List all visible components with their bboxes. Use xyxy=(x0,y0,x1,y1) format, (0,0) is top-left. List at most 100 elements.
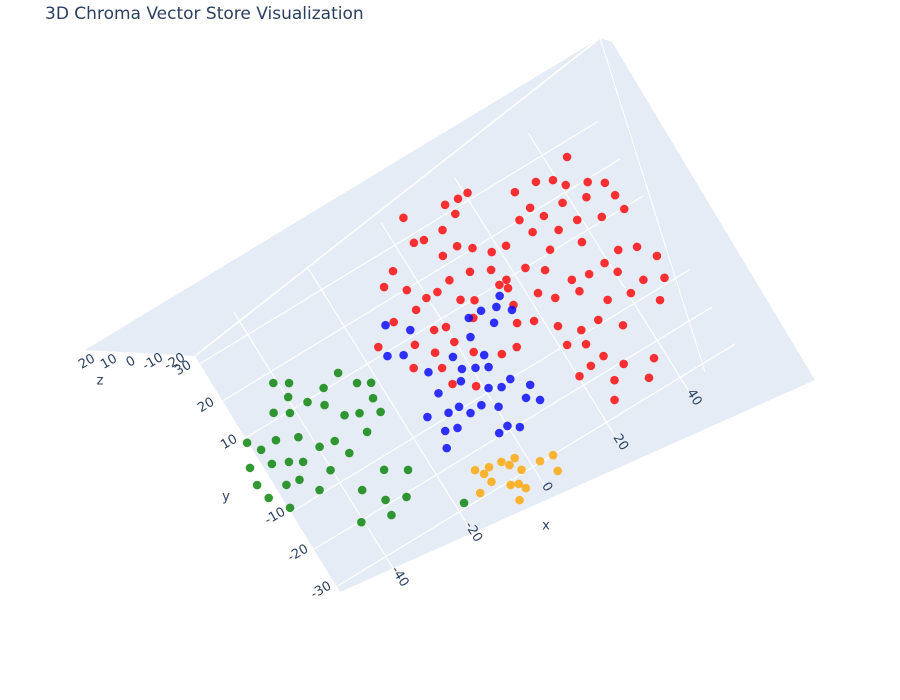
data-point xyxy=(577,325,586,335)
y-tick-label: 10 xyxy=(218,432,240,453)
grid-line xyxy=(380,222,548,490)
data-point xyxy=(269,378,278,388)
data-point xyxy=(521,393,531,403)
data-point xyxy=(457,364,467,374)
data-point xyxy=(453,423,462,433)
data-point xyxy=(494,428,504,438)
data-point xyxy=(452,241,462,251)
data-point xyxy=(502,275,511,285)
data-point xyxy=(525,380,535,390)
data-point xyxy=(269,408,278,418)
data-point xyxy=(315,485,324,495)
data-point xyxy=(345,448,354,458)
data-point xyxy=(326,465,335,475)
data-point xyxy=(295,475,304,485)
data-point xyxy=(515,215,524,225)
data-point xyxy=(484,462,494,472)
data-point xyxy=(285,408,295,418)
data-point xyxy=(561,180,571,190)
data-point xyxy=(505,460,514,470)
data-point xyxy=(562,340,572,350)
data-point xyxy=(562,152,572,162)
data-point xyxy=(381,495,390,505)
data-point xyxy=(535,395,545,405)
data-point xyxy=(379,282,389,292)
data-point xyxy=(468,243,477,253)
data-point xyxy=(284,457,294,467)
data-point xyxy=(438,225,447,235)
y-tick-label: -10 xyxy=(262,505,288,529)
data-point xyxy=(495,280,504,290)
data-point xyxy=(626,288,636,298)
data-point xyxy=(495,291,504,301)
scene-background xyxy=(85,38,815,592)
data-point xyxy=(540,265,550,275)
data-point xyxy=(388,266,398,276)
data-point xyxy=(448,352,458,362)
data-point xyxy=(399,350,408,360)
data-point xyxy=(399,213,408,223)
data-point xyxy=(423,412,432,422)
data-point xyxy=(441,322,451,332)
data-point xyxy=(558,198,567,208)
data-point xyxy=(510,453,520,463)
data-point xyxy=(285,503,295,513)
data-point xyxy=(319,383,328,393)
data-point xyxy=(282,480,291,490)
data-point xyxy=(366,378,376,388)
data-point xyxy=(487,247,497,257)
data-point xyxy=(434,388,443,398)
data-point xyxy=(610,190,620,200)
data-point xyxy=(583,177,592,187)
data-point xyxy=(486,265,496,275)
data-point xyxy=(245,463,255,473)
data-point xyxy=(655,295,665,305)
data-point xyxy=(376,407,385,417)
data-point xyxy=(515,495,524,505)
data-point xyxy=(586,361,596,371)
data-point xyxy=(456,376,466,386)
data-point xyxy=(507,305,517,315)
data-point xyxy=(357,517,366,527)
data-point xyxy=(577,237,587,247)
data-point xyxy=(548,450,558,460)
data-point xyxy=(424,367,433,377)
data-point xyxy=(539,211,549,221)
data-point xyxy=(411,305,421,315)
data-point xyxy=(444,408,453,418)
data-point xyxy=(512,342,522,352)
data-point xyxy=(422,293,431,303)
data-point xyxy=(517,465,526,475)
data-point xyxy=(613,245,623,255)
data-point xyxy=(505,374,515,384)
data-point xyxy=(610,395,619,405)
data-point xyxy=(271,435,281,445)
data-point xyxy=(333,368,343,378)
data-point xyxy=(533,288,543,298)
data-point xyxy=(440,426,450,436)
grid-line xyxy=(307,267,474,535)
data-point xyxy=(521,483,531,493)
data-point xyxy=(477,400,486,410)
data-point xyxy=(501,241,511,251)
data-point xyxy=(484,362,493,372)
data-point xyxy=(600,178,610,188)
data-point xyxy=(479,469,489,479)
data-point xyxy=(610,375,619,385)
data-point xyxy=(403,465,413,475)
data-point xyxy=(599,351,608,361)
data-point xyxy=(619,359,628,369)
data-point xyxy=(454,402,464,412)
data-point xyxy=(320,400,329,410)
y-axis-title: y xyxy=(222,490,230,505)
data-point xyxy=(368,393,378,403)
data-point xyxy=(484,383,493,393)
data-point xyxy=(584,269,594,279)
data-point xyxy=(303,397,312,407)
z-tick-label: 0 xyxy=(124,353,139,370)
data-point xyxy=(453,194,463,204)
data-point xyxy=(402,285,412,295)
data-point xyxy=(374,342,383,352)
data-point xyxy=(535,456,545,466)
